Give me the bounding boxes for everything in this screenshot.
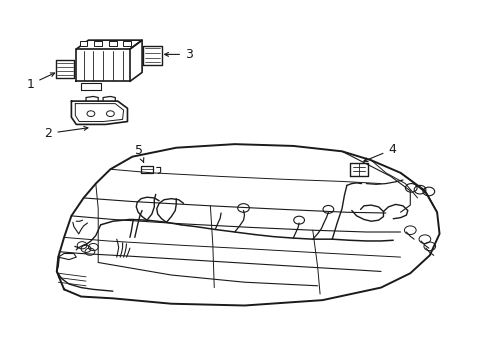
- Bar: [94, 41, 102, 45]
- Bar: [80, 41, 87, 45]
- Text: 3: 3: [164, 48, 192, 61]
- Text: 1: 1: [26, 73, 55, 91]
- Bar: [123, 41, 131, 45]
- Text: 2: 2: [44, 126, 88, 140]
- Bar: [108, 41, 116, 45]
- Text: 4: 4: [363, 143, 395, 162]
- Text: 5: 5: [135, 144, 143, 162]
